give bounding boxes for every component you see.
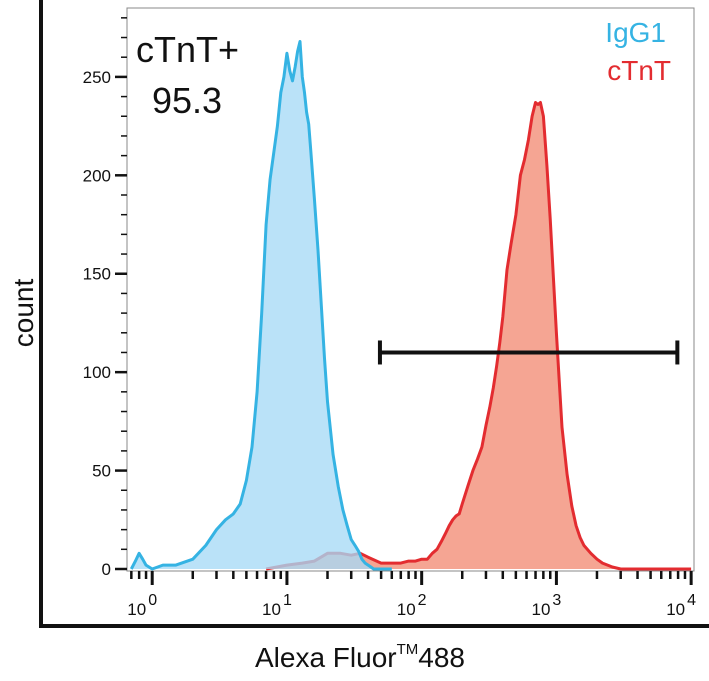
gate-percentage: 95.3 [152, 80, 222, 121]
x-tick-base: 10 [397, 600, 416, 619]
gate-layer [377, 340, 680, 365]
x-tick-base: 10 [127, 600, 146, 619]
y-axis-label: count [8, 279, 39, 348]
x-tick-exponent: 3 [552, 592, 561, 609]
legend-entry-igg1: IgG1 [605, 17, 666, 48]
x-axis-label-main: Alexa Fluor [255, 642, 397, 673]
gate-label: cTnT+ [136, 29, 239, 70]
x-tick-base: 10 [262, 600, 281, 619]
series-area-ctnt [266, 102, 692, 569]
series-line-ctnt [265, 101, 692, 571]
x-axis-label-trademark: TM [397, 641, 419, 658]
legend-entry-ctnt: cTnT [607, 55, 671, 86]
series-area-igg1 [131, 41, 392, 569]
y-tick-label: 150 [83, 265, 111, 284]
y-tick-label: 100 [83, 363, 111, 382]
x-axis-label-suffix: 488 [418, 642, 465, 673]
y-tick-label: 200 [83, 166, 111, 185]
x-tick-label: 10 0 [127, 592, 157, 619]
x-tick-exponent: 4 [687, 592, 696, 609]
x-tick-base: 10 [666, 600, 685, 619]
x-tick-label: 10 2 [397, 592, 427, 619]
y-tick-label: 50 [92, 462, 111, 481]
x-axis-label: Alexa FluorTM488 [255, 641, 465, 673]
series-line-igg1 [129, 40, 392, 571]
series-layer [129, 40, 692, 571]
x-tick-base: 10 [531, 600, 550, 619]
y-tick-label: 0 [102, 560, 111, 579]
plot-area-border [126, 7, 695, 572]
x-tick-label: 10 4 [666, 592, 696, 619]
x-tick-exponent: 0 [148, 592, 157, 609]
x-tick-exponent: 2 [418, 592, 427, 609]
y-tick-label: 250 [83, 68, 111, 87]
x-tick-exponent: 1 [283, 592, 292, 609]
x-tick-label: 10 1 [262, 592, 292, 619]
x-tick-label: 10 3 [531, 592, 561, 619]
